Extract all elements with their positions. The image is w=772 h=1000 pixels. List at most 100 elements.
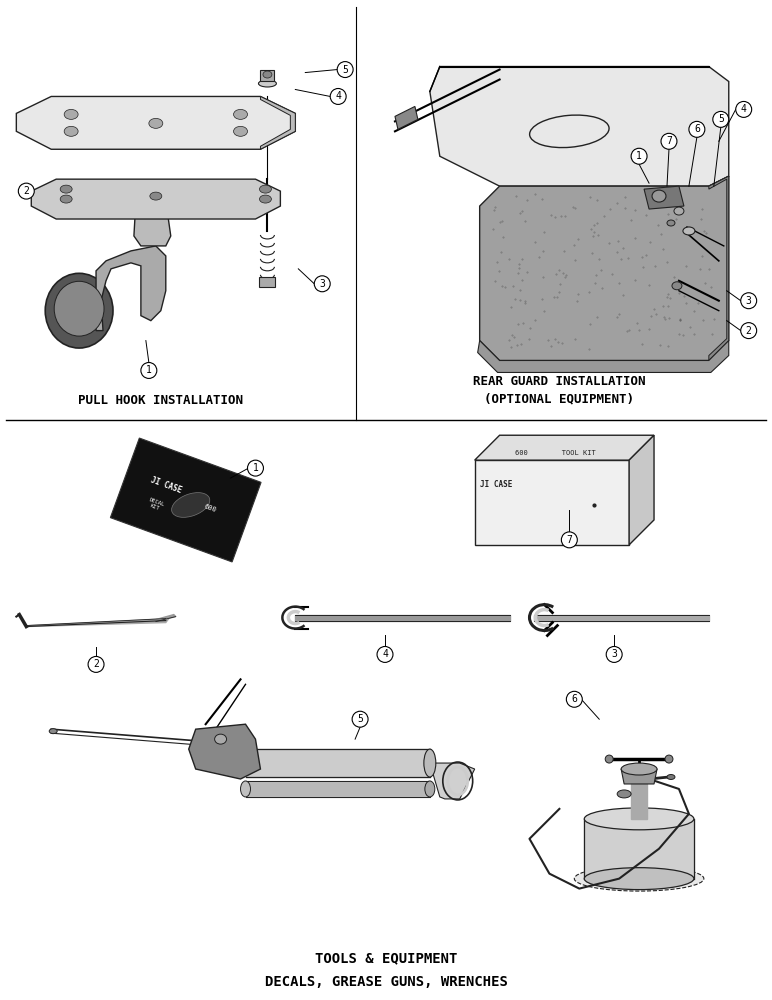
Ellipse shape	[617, 790, 631, 798]
Polygon shape	[430, 763, 475, 799]
FancyBboxPatch shape	[260, 70, 274, 81]
Ellipse shape	[584, 868, 694, 890]
Polygon shape	[430, 67, 729, 186]
Circle shape	[248, 460, 263, 476]
Text: JI CASE: JI CASE	[479, 480, 512, 489]
Text: DECAL
KIT: DECAL KIT	[147, 497, 165, 513]
Ellipse shape	[64, 126, 78, 136]
Text: REAR GUARD INSTALLATION
(OPTIONAL EQUIPMENT): REAR GUARD INSTALLATION (OPTIONAL EQUIPM…	[473, 375, 645, 406]
Ellipse shape	[49, 729, 57, 734]
Ellipse shape	[149, 118, 163, 128]
Polygon shape	[26, 619, 169, 627]
Circle shape	[606, 646, 622, 662]
Text: 3: 3	[611, 649, 617, 659]
Circle shape	[314, 276, 330, 292]
Text: 6: 6	[571, 694, 577, 704]
Text: 5: 5	[718, 114, 723, 124]
Ellipse shape	[621, 763, 657, 775]
Polygon shape	[245, 781, 430, 797]
Text: 600        TOOL KIT: 600 TOOL KIT	[514, 450, 595, 456]
Ellipse shape	[171, 493, 210, 517]
Polygon shape	[245, 749, 430, 777]
Circle shape	[330, 88, 346, 104]
Circle shape	[736, 101, 752, 117]
Polygon shape	[475, 460, 629, 545]
Circle shape	[740, 323, 757, 339]
Text: 2: 2	[746, 326, 752, 336]
Text: 4: 4	[741, 104, 747, 114]
Ellipse shape	[665, 755, 673, 763]
Ellipse shape	[574, 866, 704, 891]
Circle shape	[631, 148, 647, 164]
Polygon shape	[16, 96, 296, 149]
Ellipse shape	[259, 80, 276, 87]
Circle shape	[88, 656, 104, 672]
Text: 1: 1	[252, 463, 259, 473]
Polygon shape	[478, 341, 729, 372]
Polygon shape	[32, 179, 280, 219]
Circle shape	[740, 293, 757, 309]
Polygon shape	[110, 438, 261, 562]
Text: 3: 3	[320, 279, 325, 289]
Ellipse shape	[667, 775, 675, 779]
Polygon shape	[629, 435, 654, 545]
Text: 2: 2	[23, 186, 29, 196]
Polygon shape	[296, 615, 510, 621]
Polygon shape	[188, 724, 260, 779]
Ellipse shape	[424, 749, 436, 777]
Ellipse shape	[263, 71, 272, 78]
Ellipse shape	[259, 195, 272, 203]
Polygon shape	[534, 615, 709, 621]
Text: 1: 1	[636, 151, 642, 161]
Circle shape	[337, 62, 353, 78]
Polygon shape	[475, 435, 654, 460]
Circle shape	[661, 133, 677, 149]
Text: PULL HOOK INSTALLATION: PULL HOOK INSTALLATION	[78, 394, 243, 407]
Ellipse shape	[425, 781, 435, 797]
Circle shape	[377, 646, 393, 662]
Polygon shape	[631, 779, 647, 819]
Polygon shape	[395, 106, 418, 129]
Ellipse shape	[54, 281, 104, 336]
Text: 5: 5	[342, 65, 348, 75]
Ellipse shape	[64, 109, 78, 119]
Ellipse shape	[60, 195, 72, 203]
Polygon shape	[584, 819, 694, 879]
Text: 3: 3	[746, 296, 752, 306]
Ellipse shape	[605, 755, 613, 763]
Polygon shape	[156, 615, 176, 622]
Text: 1: 1	[146, 365, 152, 375]
Ellipse shape	[46, 273, 113, 348]
Ellipse shape	[259, 185, 272, 193]
Text: DECALS, GREASE GUNS, WRENCHES: DECALS, GREASE GUNS, WRENCHES	[265, 975, 507, 989]
Circle shape	[567, 691, 582, 707]
Polygon shape	[709, 176, 729, 361]
Circle shape	[141, 362, 157, 378]
Ellipse shape	[234, 126, 248, 136]
Polygon shape	[644, 186, 684, 209]
Text: JI CASE: JI CASE	[149, 475, 182, 495]
Ellipse shape	[215, 734, 226, 744]
Circle shape	[713, 111, 729, 127]
Circle shape	[561, 532, 577, 548]
Ellipse shape	[683, 227, 695, 235]
Ellipse shape	[667, 220, 675, 226]
Ellipse shape	[674, 207, 684, 215]
Ellipse shape	[241, 781, 250, 797]
Ellipse shape	[652, 190, 666, 202]
Polygon shape	[96, 246, 166, 331]
Text: 4: 4	[335, 91, 341, 101]
Text: 2: 2	[93, 659, 99, 669]
Text: 4: 4	[382, 649, 388, 659]
Polygon shape	[479, 176, 729, 361]
Text: 7: 7	[567, 535, 572, 545]
Polygon shape	[134, 196, 171, 246]
Text: 6: 6	[694, 124, 699, 134]
Text: 7: 7	[666, 136, 672, 146]
FancyBboxPatch shape	[259, 277, 276, 287]
Circle shape	[352, 711, 368, 727]
Text: 5: 5	[357, 714, 363, 724]
Circle shape	[689, 121, 705, 137]
Text: 600: 600	[204, 503, 218, 513]
Ellipse shape	[150, 192, 162, 200]
